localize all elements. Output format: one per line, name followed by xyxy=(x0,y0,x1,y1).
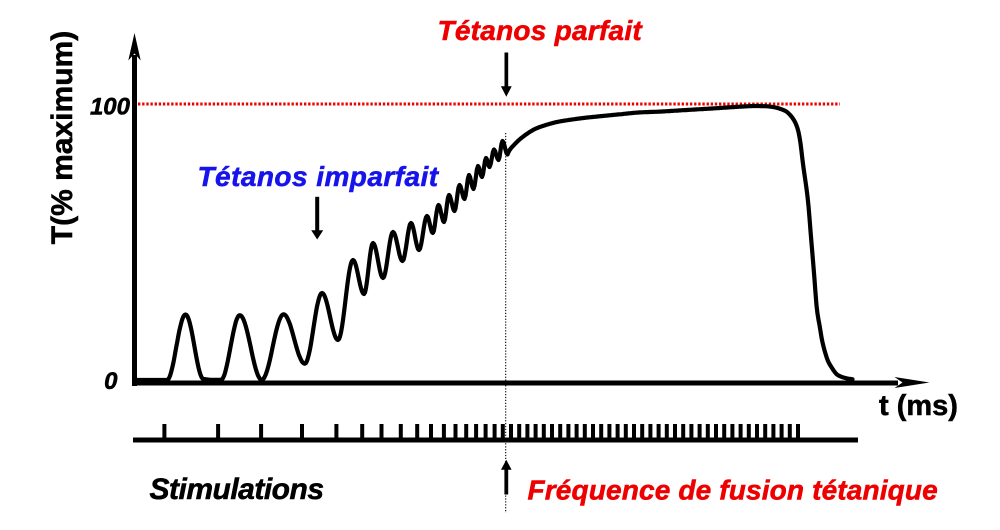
svg-text:Tétanos imparfait: Tétanos imparfait xyxy=(198,161,440,192)
svg-text:100: 100 xyxy=(90,94,131,121)
svg-text:T(% maximum): T(% maximum) xyxy=(46,31,79,244)
svg-text:Tétanos parfait: Tétanos parfait xyxy=(438,15,644,46)
svg-text:Fréquence de fusion tétanique: Fréquence de fusion tétanique xyxy=(528,475,938,506)
svg-text:Stimulations: Stimulations xyxy=(150,473,324,506)
svg-text:t (ms): t (ms) xyxy=(879,390,958,422)
svg-text:0: 0 xyxy=(104,368,118,395)
